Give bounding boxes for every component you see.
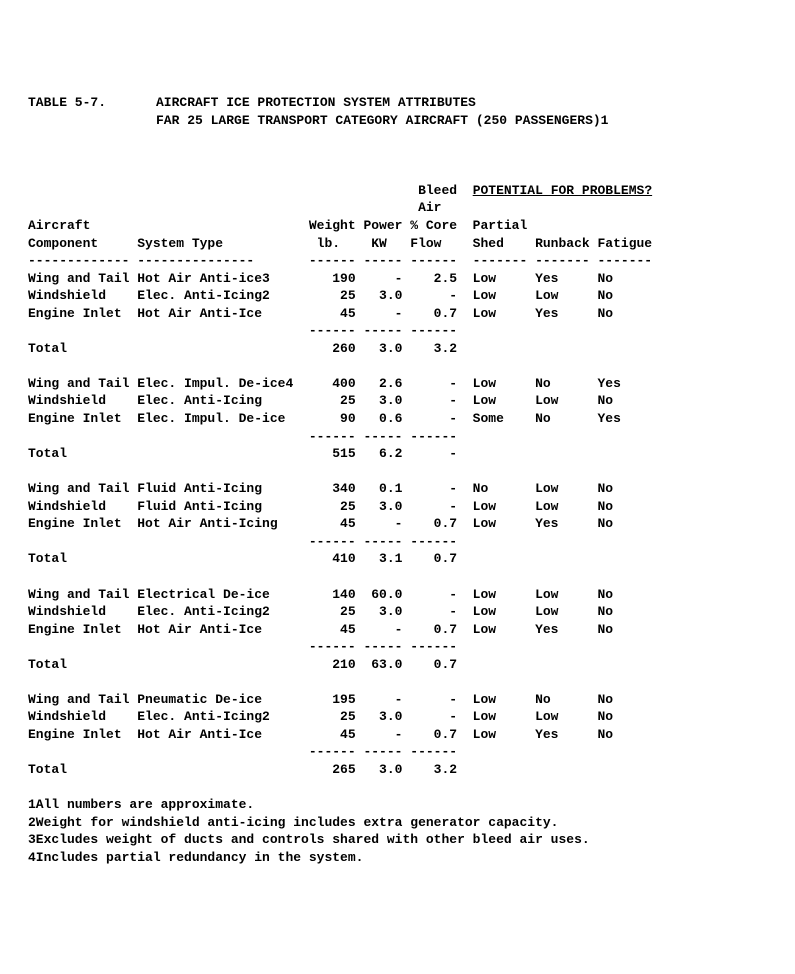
- total-row: Total 515 6.2 -: [28, 445, 775, 463]
- total-row: Total 265 3.0 3.2: [28, 761, 775, 779]
- blank: [28, 568, 775, 586]
- title-row: TABLE 5-7.AIRCRAFT ICE PROTECTION SYSTEM…: [28, 94, 775, 112]
- title-line-1: AIRCRAFT ICE PROTECTION SYSTEM ATTRIBUTE…: [156, 94, 476, 112]
- subtotal-dash: ------ ----- ------: [28, 322, 775, 340]
- subtotal-dash: ------ ----- ------: [28, 533, 775, 551]
- header-row-3: Component System Type lb. KW Flow Shed R…: [28, 235, 775, 253]
- data-row: Windshield Elec. Anti-Icing2 25 3.0 - Lo…: [28, 287, 775, 305]
- header-row-1b: Air: [28, 199, 775, 217]
- total-row: Total 410 3.1 0.7: [28, 550, 775, 568]
- footnote: 1All numbers are approximate.: [28, 796, 775, 814]
- title-line-2: FAR 25 LARGE TRANSPORT CATEGORY AIRCRAFT…: [156, 112, 608, 130]
- header-dash: ------------- --------------- ------ ---…: [28, 252, 775, 270]
- table-number: TABLE 5-7.: [28, 94, 156, 112]
- data-row: Wing and Tail Fluid Anti-Icing 340 0.1 -…: [28, 480, 775, 498]
- document: TABLE 5-7.AIRCRAFT ICE PROTECTION SYSTEM…: [28, 94, 775, 866]
- blank: [28, 129, 775, 147]
- blank: [28, 147, 775, 165]
- blank: [28, 779, 775, 797]
- header-potential: POTENTIAL FOR PROBLEMS?: [473, 183, 652, 198]
- subtotal-dash: ------ ----- ------: [28, 743, 775, 761]
- header-row-1: Bleed POTENTIAL FOR PROBLEMS?: [28, 182, 775, 200]
- blank: [28, 673, 775, 691]
- subtotal-dash: ------ ----- ------: [28, 638, 775, 656]
- data-row: Engine Inlet Hot Air Anti-Ice 45 - 0.7 L…: [28, 305, 775, 323]
- data-row: Windshield Elec. Anti-Icing2 25 3.0 - Lo…: [28, 708, 775, 726]
- blank: [28, 357, 775, 375]
- data-row: Windshield Elec. Anti-Icing2 25 3.0 - Lo…: [28, 603, 775, 621]
- blank: [28, 164, 775, 182]
- footnote: 3Excludes weight of ducts and controls s…: [28, 831, 775, 849]
- data-row: Wing and Tail Electrical De-ice 140 60.0…: [28, 586, 775, 604]
- total-row: Total 260 3.0 3.2: [28, 340, 775, 358]
- data-row: Windshield Elec. Anti-Icing 25 3.0 - Low…: [28, 392, 775, 410]
- blank: [28, 463, 775, 481]
- header-row-2: Aircraft Weight Power % Core Partial: [28, 217, 775, 235]
- data-row: Engine Inlet Hot Air Anti-Ice 45 - 0.7 L…: [28, 726, 775, 744]
- data-row: Wing and Tail Elec. Impul. De-ice4 400 2…: [28, 375, 775, 393]
- data-row: Engine Inlet Hot Air Anti-Ice 45 - 0.7 L…: [28, 621, 775, 639]
- title-row-2: FAR 25 LARGE TRANSPORT CATEGORY AIRCRAFT…: [28, 112, 775, 130]
- footnote: 2Weight for windshield anti-icing includ…: [28, 814, 775, 832]
- data-row: Engine Inlet Elec. Impul. De-ice 90 0.6 …: [28, 410, 775, 428]
- data-row: Windshield Fluid Anti-Icing 25 3.0 - Low…: [28, 498, 775, 516]
- total-row: Total 210 63.0 0.7: [28, 656, 775, 674]
- subtotal-dash: ------ ----- ------: [28, 428, 775, 446]
- data-row: Wing and Tail Hot Air Anti-ice3 190 - 2.…: [28, 270, 775, 288]
- data-row: Wing and Tail Pneumatic De-ice 195 - - L…: [28, 691, 775, 709]
- data-row: Engine Inlet Hot Air Anti-Icing 45 - 0.7…: [28, 515, 775, 533]
- footnote: 4Includes partial redundancy in the syst…: [28, 849, 775, 867]
